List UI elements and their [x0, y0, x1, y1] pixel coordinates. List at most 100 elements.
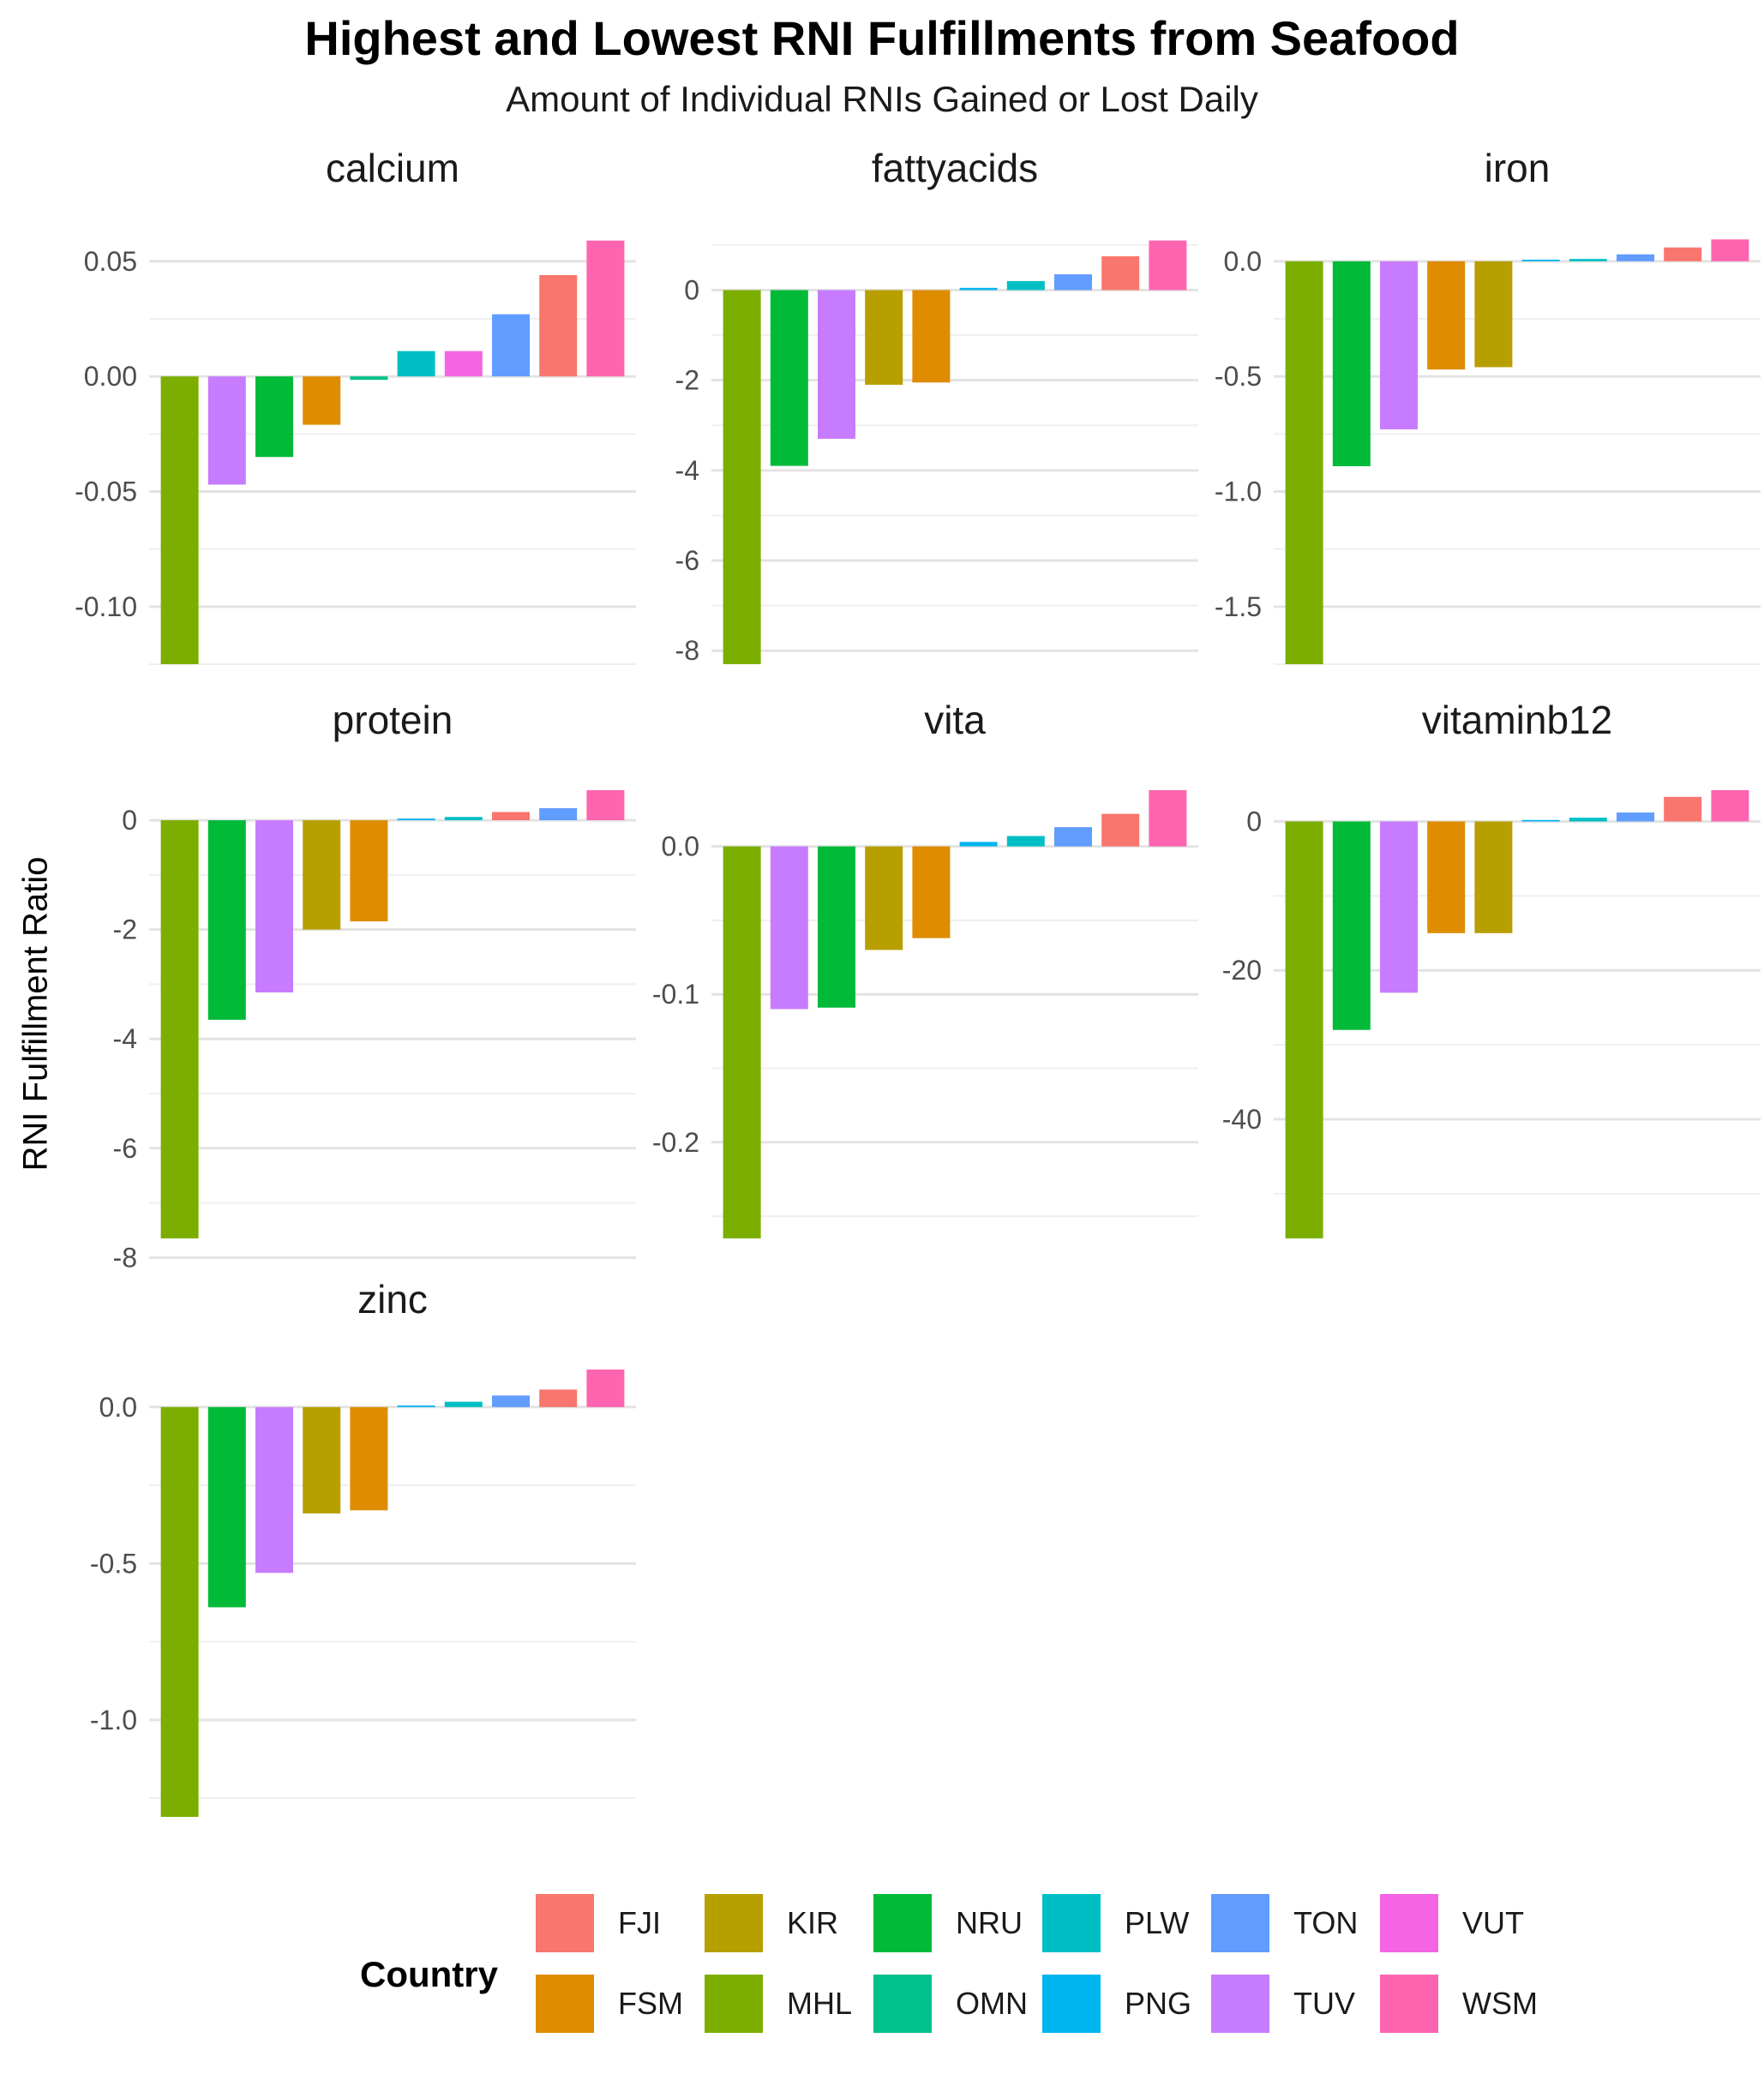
bar-vitaminb12-mhl [1285, 821, 1323, 1238]
legend-swatch [705, 1894, 763, 1952]
panel-calcium: 0.05 0.00 -0.05 -0.10 calcium [75, 146, 636, 665]
legend-swatch [873, 1894, 932, 1952]
bar-vita-fji [1101, 813, 1140, 847]
bar-protein-kir [303, 820, 341, 930]
panel-title: calcium [326, 146, 459, 190]
y-tick-label: 0.05 [84, 246, 137, 277]
y-tick-label: -6 [675, 545, 699, 576]
y-tick-label: -0.10 [75, 591, 137, 622]
y-tick-label: 0 [122, 805, 137, 836]
bar-fattyacids-wsm [1149, 240, 1187, 291]
y-tick-label: -0.5 [90, 1548, 137, 1579]
bar-calcium-wsm [586, 240, 625, 377]
legend-swatch [1211, 1975, 1269, 2033]
bar-iron-ton [1617, 254, 1654, 261]
bar-vita-plw [1006, 836, 1045, 847]
y-tick-label: -1.5 [1215, 591, 1262, 622]
bar-iron-fsm [1427, 261, 1466, 370]
legend-label: KIR [787, 1905, 839, 1940]
legend-label: TUV [1293, 1986, 1355, 2021]
bar-protein-fji [492, 812, 530, 821]
legend-label: PLW [1125, 1905, 1190, 1940]
legend-swatch [1211, 1894, 1269, 1952]
bar-vitaminb12-fsm [1427, 821, 1466, 933]
panel-iron: 0.0 -0.5 -1.0 -1.5 iron [1215, 146, 1761, 665]
bar-zinc-nru [207, 1406, 246, 1608]
legend-item-ton: TON [1211, 1891, 1358, 1955]
y-tick-label: 0 [1246, 806, 1262, 836]
legend-item-kir: KIR [705, 1891, 838, 1955]
bar-fattyacids-nru [770, 290, 808, 466]
bar-zinc-ton [492, 1395, 530, 1407]
bar-fattyacids-png [959, 287, 998, 291]
facet-charts: 0.050.00-0.05-0.10calcium0-2-4-6-8fattya… [75, 146, 1761, 1817]
legend-swatch [1380, 1975, 1438, 2033]
legend-item-fsm: FSM [536, 1972, 683, 2035]
panel-title: protein [333, 698, 453, 742]
y-tick-label: 0.0 [99, 1392, 137, 1423]
legend-label: WSM [1462, 1986, 1538, 2021]
panel-title: zinc [357, 1277, 428, 1322]
panel-vitaminb12: 0 -20 -40 vitaminb12 [1222, 698, 1761, 1238]
legend-item-omn: OMN [873, 1972, 1028, 2035]
bar-vitaminb12-fji [1664, 796, 1702, 822]
panel-zinc: 0.0 -0.5 -1.0 zinc [90, 1277, 636, 1817]
y-tick-label: -4 [113, 1023, 137, 1054]
legend-label: FSM [618, 1986, 683, 2021]
bar-vitaminb12-plw [1569, 818, 1607, 822]
y-tick-label: -8 [675, 635, 699, 666]
bar-zinc-mhl [160, 1406, 199, 1817]
bar-iron-tuv [1380, 261, 1418, 429]
legend-item-mhl: MHL [705, 1972, 852, 2035]
legend-label: FJI [618, 1905, 661, 1940]
bar-vitaminb12-ton [1617, 812, 1654, 822]
y-tick-label: -2 [113, 914, 137, 945]
bar-iron-fji [1664, 247, 1702, 261]
bar-calcium-fsm [303, 376, 341, 425]
y-tick-label: -0.05 [75, 477, 137, 507]
bar-vita-tuv [770, 846, 808, 1010]
legend-swatch [873, 1975, 932, 2033]
bar-fattyacids-ton [1054, 274, 1092, 291]
bar-calcium-plw [397, 351, 435, 377]
y-tick-label: -6 [113, 1133, 137, 1164]
bar-iron-nru [1332, 261, 1371, 466]
bar-protein-png [397, 818, 435, 821]
y-tick-label: -1.0 [90, 1705, 137, 1735]
legend-title: Country [360, 1954, 498, 1994]
y-tick-label: 0.0 [662, 831, 699, 862]
bar-protein-tuv [255, 820, 293, 992]
bar-fattyacids-tuv [818, 290, 855, 440]
bar-vita-ton [1054, 827, 1092, 847]
bar-vita-nru [818, 846, 855, 1008]
legend-label: PNG [1125, 1986, 1192, 2021]
legend-label: NRU [956, 1905, 1023, 1940]
bar-protein-plw [444, 817, 483, 821]
bar-zinc-kir [303, 1406, 341, 1514]
y-tick-label: 0.00 [84, 361, 137, 392]
y-tick-label: -2 [675, 365, 699, 396]
legend-swatch [1380, 1894, 1438, 1952]
bar-vita-png [959, 842, 998, 847]
panel-fattyacids: 0 -2 -4 -6 -8 fattyacids [675, 146, 1198, 666]
bar-zinc-tuv [255, 1406, 293, 1573]
bar-vitaminb12-nru [1332, 821, 1371, 1030]
legend-item-tuv: TUV [1211, 1972, 1355, 2035]
legend-swatch [1042, 1894, 1101, 1952]
legend-label: VUT [1462, 1905, 1524, 1940]
legend-label: MHL [787, 1986, 853, 2021]
bar-calcium-vut [444, 351, 483, 377]
bar-protein-ton [539, 808, 578, 821]
legend-swatch [536, 1975, 594, 2033]
bar-calcium-omn [350, 376, 388, 381]
legend: Country FJI FSM KIR MHL NRU OMN PLW PNG TON TUV VU… [360, 1890, 1560, 2061]
y-tick-label: -40 [1222, 1104, 1262, 1135]
legend-label: TON [1293, 1905, 1359, 1940]
panel-title: vitaminb12 [1422, 698, 1612, 742]
y-tick-label: -0.1 [652, 979, 699, 1010]
bar-iron-kir [1474, 261, 1513, 368]
bar-vita-mhl [723, 846, 761, 1238]
bar-vitaminb12-png [1521, 819, 1560, 822]
legend-item-nru: NRU [873, 1891, 1023, 1955]
y-tick-label: 0.0 [1224, 246, 1262, 277]
